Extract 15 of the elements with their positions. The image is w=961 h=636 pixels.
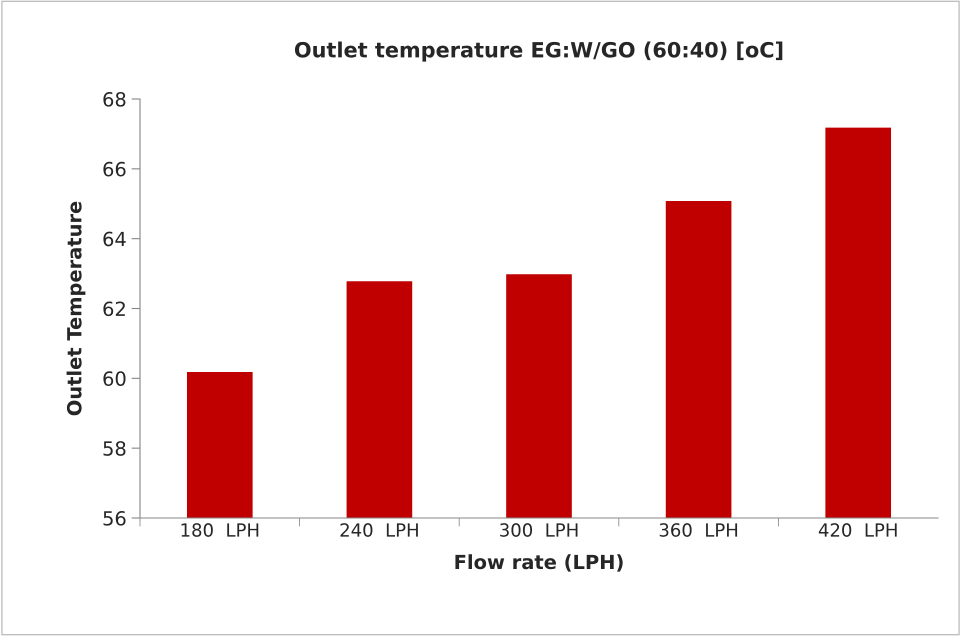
x-tick-label: 180 LPH <box>182 523 258 537</box>
y-tick-label: 62 <box>103 301 125 316</box>
y-tick-label: 56 <box>104 510 126 526</box>
x-tick-label: 420 LPH <box>818 523 897 537</box>
y-tick-label: 60 <box>103 371 126 386</box>
x-tick-label: 240 LPH <box>340 523 418 537</box>
x-axis-title: Flow rate (LPH) <box>455 554 623 572</box>
x-tick-label: 300 LPH <box>500 523 578 537</box>
y-tick-label: 58 <box>104 441 126 456</box>
y-tick-label: 66 <box>103 162 126 176</box>
x-tick-label: 360 LPH <box>660 523 738 537</box>
chart-title: Outlet temperature EG:W/GO (60:40) [oC] <box>294 42 782 62</box>
y-tick-label: 64 <box>103 232 126 246</box>
y-axis-title: Outlet Temperature <box>66 202 86 416</box>
y-tick-label: 68 <box>103 92 126 107</box>
